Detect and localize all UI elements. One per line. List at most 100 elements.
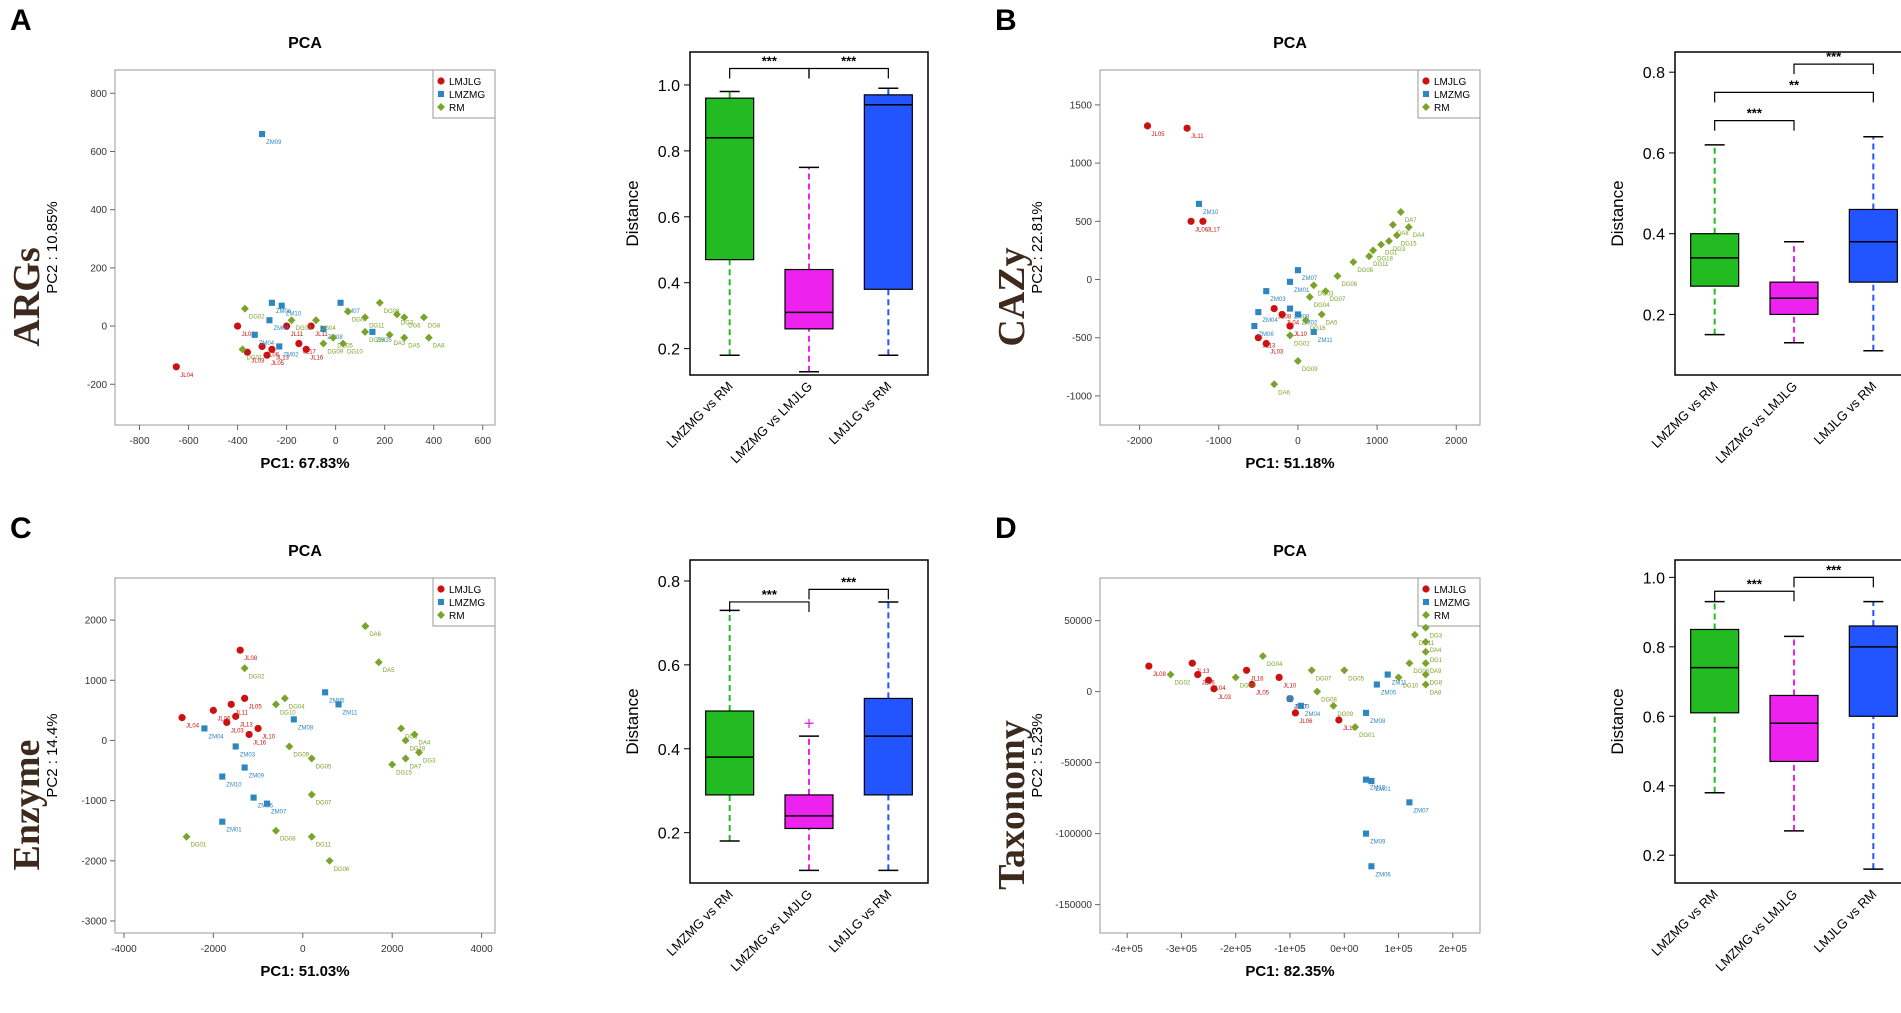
point-label: JL04	[186, 724, 200, 730]
point-label: ZM09	[249, 774, 265, 780]
significance-label: ***	[841, 574, 857, 589]
point-label: DG02	[249, 315, 265, 321]
point	[1183, 124, 1191, 132]
point-label: JL11	[1191, 134, 1204, 140]
panel-svg: PCA -2000 -1000 0 1000 2000 -1000 -500 0 500 1000 1…	[1029, 35, 1901, 472]
point	[233, 322, 242, 330]
point-label: ZM10	[1370, 786, 1386, 792]
pca-title: PCA	[288, 35, 322, 52]
point-label: ZM09	[266, 140, 282, 146]
point	[361, 313, 370, 322]
point	[232, 743, 239, 750]
point	[1231, 673, 1240, 682]
legend-marker	[437, 585, 445, 593]
point-label: DG15	[396, 771, 412, 777]
point-label: DG1	[1385, 251, 1398, 257]
point-label: DG8	[1430, 681, 1443, 687]
point	[263, 351, 271, 359]
point-label: DG01	[246, 355, 262, 361]
point-label: DG05	[1348, 676, 1364, 682]
pca-ylabel: PC2 : 14.4%	[44, 713, 61, 797]
point-label: ZM09	[1370, 840, 1386, 846]
point-label: DG3	[1393, 247, 1406, 253]
x-tick-label: -600	[179, 436, 199, 447]
point	[1294, 311, 1301, 318]
category-label: LMZMG vs RM	[1648, 887, 1720, 959]
point-label: ZM25	[376, 338, 392, 344]
point	[1195, 200, 1203, 207]
point	[241, 694, 249, 702]
significance-label: ***	[762, 587, 778, 602]
point	[1340, 666, 1349, 675]
significance-label: ***	[1826, 562, 1842, 577]
point-label: JL13	[276, 355, 290, 361]
x-tick-label: 600	[474, 436, 491, 447]
point	[1242, 666, 1251, 674]
point	[1286, 278, 1294, 285]
significance-bracket	[729, 67, 810, 79]
point	[287, 316, 296, 325]
y-tick-label: 0.2	[658, 342, 680, 359]
point-label: DG06	[1342, 282, 1358, 288]
point-label: DG11	[316, 843, 332, 849]
point-label: DG15	[1401, 241, 1417, 247]
point-label: ZM07	[271, 810, 287, 816]
point	[424, 333, 433, 342]
box	[784, 794, 834, 830]
point-label: DG3	[423, 758, 436, 764]
legend-box	[1417, 577, 1481, 627]
point-label: ZM05	[1381, 691, 1397, 697]
box-frame	[1674, 559, 1901, 884]
panel-c: C Enzyme PCA -4000 -2000 0 2000 4000 -3000 -2000-…	[0, 508, 929, 1013]
point-label: DG01	[1359, 733, 1375, 739]
point-label: ZM04	[208, 734, 224, 740]
point-label: JL06	[217, 716, 231, 722]
point-label: DG03	[1318, 291, 1334, 297]
point-label: DG06	[1413, 669, 1429, 675]
point	[1254, 334, 1262, 342]
x-tick-label: -2000	[201, 944, 227, 955]
legend-marker	[1422, 611, 1430, 619]
point	[392, 310, 401, 319]
point-label: ZM06	[1375, 872, 1391, 878]
point-label: JL04	[1286, 320, 1300, 326]
point	[322, 689, 329, 696]
y-tick-label: 0.6	[658, 210, 680, 227]
y-tick-label: -1000	[1066, 391, 1092, 402]
point	[1421, 647, 1430, 656]
y-tick-label: -50000	[1061, 758, 1093, 769]
point-label: JL16	[253, 740, 267, 746]
legend-label: LMJLG	[449, 77, 481, 88]
panel-d: D Taxonomy PCA -4e+05 -3e+05 -2e+05 -1e+05 0e+0…	[985, 508, 1901, 1013]
point	[1199, 217, 1207, 225]
point	[1396, 208, 1405, 216]
y-tick-label: 0.2	[658, 826, 680, 843]
point	[337, 299, 344, 306]
point-label: JL08	[1153, 672, 1167, 678]
point-label: DG6	[405, 734, 418, 740]
point-label: ZM04	[1262, 318, 1278, 324]
point-label: DG07	[316, 801, 332, 807]
point-label: JL11	[1343, 726, 1356, 732]
point	[1270, 305, 1278, 313]
point	[401, 754, 410, 763]
point	[243, 348, 251, 356]
x-tick-label: 1e+05	[1385, 944, 1414, 955]
legend-label: RM	[1434, 611, 1450, 622]
x-tick-label: 4000	[470, 944, 493, 955]
box	[1690, 233, 1740, 287]
point-label: DG10	[280, 710, 296, 716]
box-ylabel: Distance	[1608, 688, 1627, 754]
point-label: ZM01	[226, 828, 242, 834]
point	[1362, 709, 1370, 716]
x-tick-label: 1000	[1366, 436, 1389, 447]
point	[258, 342, 266, 351]
y-tick-label: 400	[90, 205, 107, 216]
point-label: DA9	[1430, 669, 1442, 675]
point-label: DG08	[1357, 268, 1373, 274]
point-label: DA7	[1405, 218, 1417, 224]
point-label: JL04	[180, 373, 194, 379]
point	[268, 345, 276, 353]
point-label: DG07	[352, 318, 368, 324]
point-label: DG02	[1294, 341, 1310, 347]
